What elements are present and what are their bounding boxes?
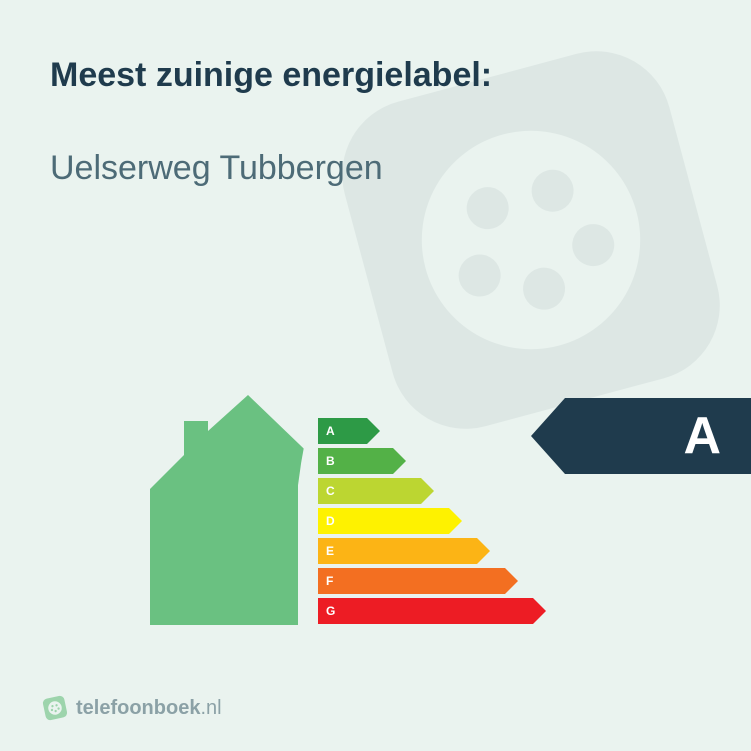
footer-logo-icon — [40, 693, 71, 724]
bar-label: G — [326, 598, 335, 624]
bar-shape — [318, 568, 518, 594]
bar-label: D — [326, 508, 335, 534]
bar-label: E — [326, 538, 334, 564]
footer-brand-bold: telefoonboek — [76, 697, 200, 719]
footer: telefoonboek.nl — [42, 695, 222, 721]
bar-shape — [318, 598, 546, 624]
page-title: Meest zuinige energielabel: — [50, 56, 701, 95]
bar-label: A — [326, 418, 335, 444]
bar-shape — [318, 508, 462, 534]
footer-brand: telefoonboek.nl — [76, 697, 222, 720]
bar-label: B — [326, 448, 335, 474]
energy-chart: ABCDEFG A — [0, 360, 751, 650]
bar-shape — [318, 538, 490, 564]
rating-badge: A — [531, 398, 751, 474]
bar-label: C — [326, 478, 335, 504]
footer-brand-thin: .nl — [200, 697, 221, 719]
bar-label: F — [326, 568, 333, 594]
page-subtitle: Uelserweg Tubbergen — [50, 149, 701, 188]
content-panel: Meest zuinige energielabel: Uelserweg Tu… — [0, 0, 751, 188]
badge-letter: A — [683, 398, 721, 474]
bar-shape — [318, 478, 434, 504]
